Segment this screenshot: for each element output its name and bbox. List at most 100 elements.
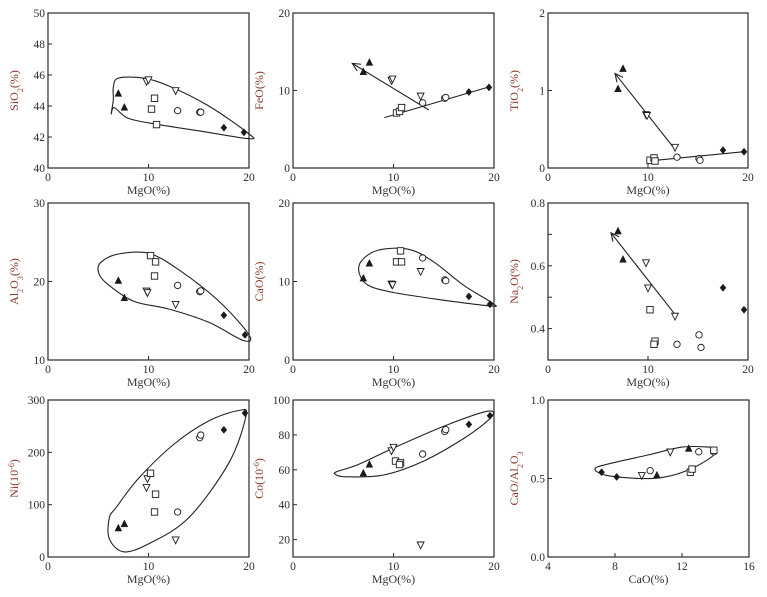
marker-open-down-triangle	[641, 259, 651, 268]
y-tick-label: 20	[279, 198, 291, 210]
marker-open-square	[396, 247, 405, 255]
marker-open-square	[397, 258, 406, 266]
x-axis-title: MgO(%)	[372, 572, 415, 586]
y-tick-label: 46	[34, 70, 46, 82]
marker-filled-triangle	[114, 523, 123, 532]
marker-filled-diamond	[465, 420, 473, 429]
marker-filled-diamond	[740, 147, 748, 156]
marker-open-down-triangle	[171, 536, 180, 545]
y-tick-label: 300	[28, 395, 46, 407]
marker-filled-triangle	[619, 64, 627, 72]
y-tick-label: 60	[279, 465, 291, 477]
marker-open-circle	[442, 426, 450, 434]
y-axis-title-part: 2	[516, 286, 525, 290]
marker-filled-diamond	[220, 311, 228, 320]
x-tick-label: 10	[388, 172, 400, 184]
marker-filled-diamond	[719, 283, 727, 292]
marker-open-square	[146, 469, 155, 477]
marker-filled-diamond	[241, 409, 249, 418]
marker-open-square	[646, 306, 654, 314]
marker-open-down-triangle	[666, 448, 675, 457]
marker-open-square	[650, 340, 658, 348]
marker-open-down-triangle	[171, 87, 180, 96]
x-tick-label: 20	[243, 172, 255, 184]
x-axis-title: MgO(%)	[127, 183, 170, 197]
data-envelope	[97, 251, 252, 342]
marker-filled-triangle	[684, 444, 693, 452]
marker-open-circle	[697, 343, 705, 352]
y-axis-title-part: Al	[7, 292, 21, 305]
x-tick-label: 0	[545, 364, 551, 376]
panel-sio2-vs-mgo: 0 10 20 40 42 44 46 48 50 MgO(%) SiO2(%)	[7, 8, 255, 197]
marker-open-down-triangle	[670, 143, 680, 153]
y-tick-label: 20	[279, 8, 291, 20]
y-axis-title-part: FeO	[252, 89, 266, 110]
x-tick-label: 0	[45, 364, 51, 376]
x-axis-title: MgO(%)	[372, 375, 415, 389]
x-axis-title: MgO(%)	[626, 375, 669, 389]
x-tick-label: 10	[642, 172, 654, 184]
panel-cao-vs-mgo: 0 10 20 0 10 20 MgO(%) CaO(%)	[252, 198, 500, 389]
marker-filled-diamond	[598, 468, 605, 477]
marker-open-down-triangle	[416, 92, 425, 101]
y-axis-title-part: 2	[516, 464, 525, 468]
x-axis-title: CaO(%)	[629, 572, 669, 586]
y-axis-title-part: O	[507, 455, 521, 464]
marker-open-down-triangle	[389, 443, 398, 453]
marker-open-square	[151, 490, 160, 498]
y-axis-title-part: )	[7, 459, 21, 463]
x-tick-label: 0	[45, 172, 51, 184]
marker-open-circle	[673, 340, 681, 348]
marker-open-circle	[418, 254, 427, 262]
marker-filled-triangle	[365, 258, 374, 267]
y-axis-title-part: -6	[7, 463, 16, 470]
y-tick-label: 50	[34, 8, 46, 20]
y-tick-label: 44	[34, 101, 46, 113]
arrow-head-icon	[614, 72, 624, 83]
marker-open-square	[651, 157, 659, 165]
y-axis-title-part: (%)	[252, 262, 266, 280]
marker-filled-diamond	[220, 123, 228, 132]
marker-open-circle	[442, 93, 450, 102]
marker-open-square	[146, 251, 155, 260]
marker-filled-triangle	[653, 470, 661, 479]
marker-open-down-triangle	[637, 472, 646, 481]
x-tick-label: 20	[742, 364, 754, 376]
data-envelope	[110, 76, 255, 140]
y-tick-label: 100	[28, 500, 46, 512]
x-tick-label: 16	[743, 561, 755, 573]
plot-frame	[292, 399, 495, 558]
panel-feo-vs-mgo: 0 10 20 0 10 20 MgO(%) FeO(%)	[252, 8, 500, 197]
marker-filled-triangle	[359, 468, 368, 477]
x-tick-label: 10	[388, 364, 400, 376]
y-axis-title-part: 2	[16, 88, 25, 92]
x-tick-label: 0	[290, 561, 296, 573]
x-tick-label: 20	[742, 172, 754, 184]
x-axis-title: MgO(%)	[372, 183, 415, 197]
x-tick-label: 10	[143, 364, 155, 376]
y-tick-label: 0	[284, 163, 290, 175]
x-tick-label: 20	[488, 364, 500, 376]
marker-open-circle	[173, 281, 182, 290]
y-tick-label: 0	[39, 552, 45, 564]
y-axis-title-part: -6	[252, 462, 261, 469]
marker-filled-triangle	[359, 273, 368, 282]
marker-open-down-triangle	[144, 76, 153, 85]
marker-open-circle	[442, 277, 450, 285]
x-axis-title: MgO(%)	[626, 183, 669, 197]
marker-open-square	[147, 105, 156, 113]
y-axis-title-part: O	[7, 280, 21, 289]
x-tick-label: 20	[243, 364, 255, 376]
marker-filled-triangle	[114, 276, 123, 284]
marker-filled-triangle	[120, 102, 129, 111]
marker-open-square	[395, 460, 404, 469]
y-tick-label: 2	[539, 8, 545, 20]
y-axis-title: CaO(%)	[252, 262, 266, 302]
y-axis-title: FeO(%)	[252, 71, 266, 110]
y-axis-title-part: )	[252, 458, 266, 462]
x-tick-label: 0	[290, 364, 296, 376]
x-axis-title: MgO(%)	[127, 572, 170, 586]
